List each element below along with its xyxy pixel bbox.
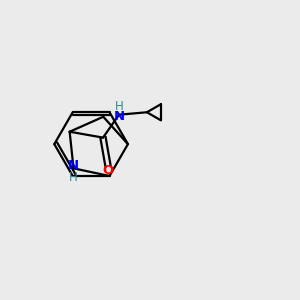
- Text: N: N: [68, 160, 79, 172]
- Text: N: N: [113, 110, 124, 123]
- Text: O: O: [103, 164, 114, 177]
- Text: H: H: [69, 171, 78, 184]
- Text: H: H: [115, 100, 123, 113]
